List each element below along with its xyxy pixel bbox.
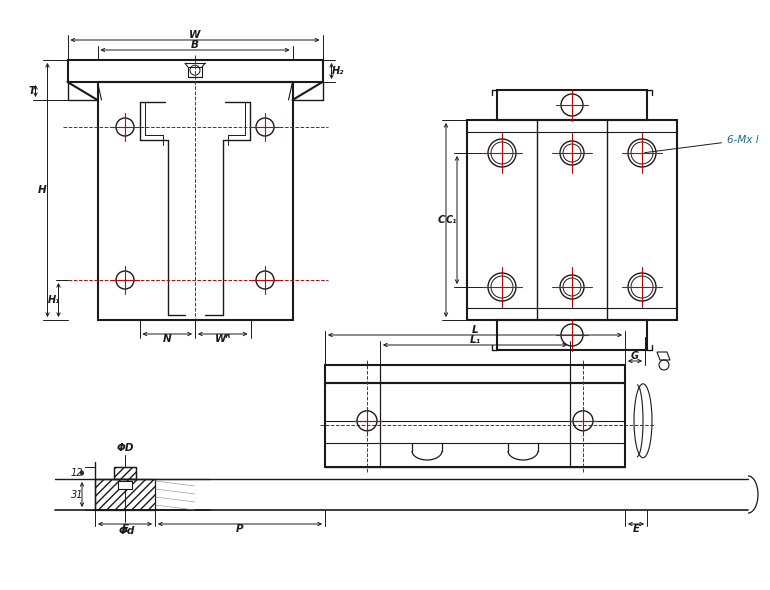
Text: T: T bbox=[28, 86, 35, 96]
Text: L₁: L₁ bbox=[470, 335, 480, 345]
Text: L: L bbox=[472, 325, 478, 335]
Text: 6-Mx l: 6-Mx l bbox=[644, 135, 758, 153]
Bar bbox=[325, 383, 625, 467]
Bar bbox=[114, 467, 136, 479]
Text: 12: 12 bbox=[71, 468, 83, 478]
Bar bbox=[497, 320, 647, 350]
Text: E: E bbox=[122, 524, 129, 534]
Text: 31: 31 bbox=[71, 490, 83, 500]
Text: B: B bbox=[191, 40, 199, 50]
Text: H: H bbox=[38, 185, 47, 195]
Text: C₁: C₁ bbox=[445, 215, 457, 225]
Bar bbox=[68, 60, 323, 82]
Text: H₂: H₂ bbox=[331, 66, 343, 76]
Text: Wᴿ: Wᴿ bbox=[215, 334, 231, 344]
Bar bbox=[325, 365, 625, 383]
Bar bbox=[497, 90, 647, 120]
Text: ΦD: ΦD bbox=[116, 443, 134, 453]
Text: E: E bbox=[632, 524, 640, 534]
Text: G: G bbox=[631, 351, 639, 361]
Bar bbox=[98, 82, 293, 320]
Text: C: C bbox=[437, 215, 445, 225]
Text: Φd: Φd bbox=[119, 526, 135, 536]
Text: P: P bbox=[236, 524, 244, 534]
Bar bbox=[118, 481, 132, 489]
Bar bbox=[188, 67, 202, 77]
Text: W: W bbox=[189, 30, 201, 40]
Text: H₁: H₁ bbox=[47, 295, 60, 305]
Bar bbox=[467, 120, 677, 320]
Text: N: N bbox=[163, 334, 172, 344]
